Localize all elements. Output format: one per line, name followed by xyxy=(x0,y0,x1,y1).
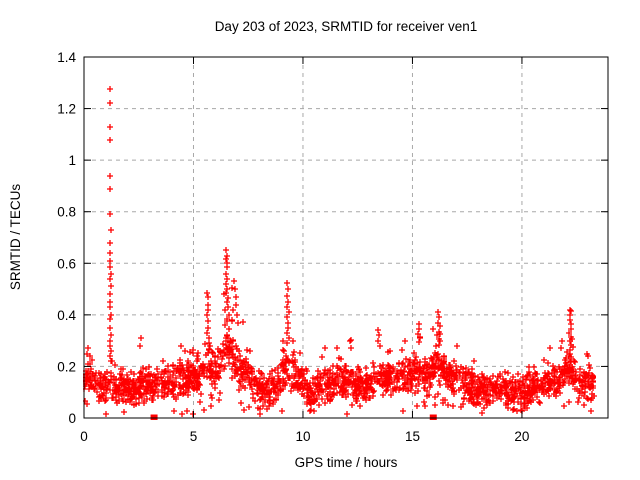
chart-title: Day 203 of 2023, SRMTID for receiver ven… xyxy=(215,19,478,34)
x-tick-label: 10 xyxy=(295,429,310,444)
x-tick-label: 0 xyxy=(80,429,88,444)
y-tick-label: 1 xyxy=(68,153,76,168)
y-tick-label: 0 xyxy=(68,411,76,426)
scatter-markers xyxy=(83,86,597,417)
x-axis-label: GPS time / hours xyxy=(295,455,398,470)
data-points xyxy=(83,86,597,420)
y-tick-label: 1.4 xyxy=(57,50,76,65)
y-tick-label: 0.8 xyxy=(57,205,76,220)
axes xyxy=(83,56,609,419)
y-tick-label: 0.2 xyxy=(57,359,76,374)
tick-labels: 0 5 10 15 20 0 0.2 0.4 0.6 0.8 1 1.2 1.4 xyxy=(57,50,529,444)
y-tick-label: 1.2 xyxy=(57,102,76,117)
plot-border xyxy=(83,56,609,419)
flagged-square-marker xyxy=(429,414,437,420)
y-tick-label: 0.6 xyxy=(57,256,76,271)
flagged-square-marker xyxy=(150,414,158,420)
y-axis-label: SRMTID / TECUs xyxy=(8,184,23,291)
x-tick-label: 5 xyxy=(190,429,198,444)
x-tick-label: 20 xyxy=(514,429,529,444)
x-tick-label: 15 xyxy=(405,429,420,444)
y-tick-label: 0.4 xyxy=(57,308,76,323)
